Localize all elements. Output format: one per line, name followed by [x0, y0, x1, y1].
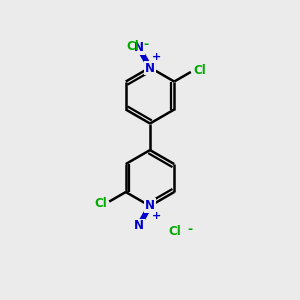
Text: -: - [187, 223, 192, 236]
Text: Cl: Cl [126, 40, 139, 53]
Text: Cl: Cl [193, 64, 206, 77]
Text: N: N [145, 61, 155, 75]
Text: Cl: Cl [94, 196, 107, 210]
Text: N: N [145, 199, 155, 212]
Text: +: + [152, 52, 161, 62]
Text: +: + [152, 211, 161, 221]
Text: N: N [134, 219, 144, 232]
Text: -: - [143, 38, 148, 51]
Text: N: N [134, 41, 144, 54]
Text: Cl: Cl [169, 224, 182, 238]
